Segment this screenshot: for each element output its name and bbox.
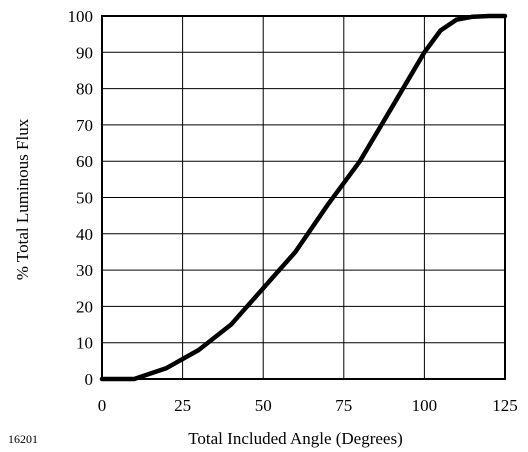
x-tick-label: 125 xyxy=(492,396,518,415)
y-tick-label: 10 xyxy=(76,334,93,353)
y-tick-label: 20 xyxy=(76,297,93,316)
y-tick-label: 40 xyxy=(76,225,93,244)
figure-id: 16201 xyxy=(8,432,38,446)
grid-lines xyxy=(102,16,505,379)
y-tick-label: 50 xyxy=(76,189,93,208)
y-tick-label: 70 xyxy=(76,116,93,135)
x-tick-label: 100 xyxy=(412,396,438,415)
y-tick-label: 90 xyxy=(76,43,93,62)
x-axis-title: Total Included Angle (Degrees) xyxy=(188,429,403,448)
y-tick-label: 30 xyxy=(76,261,93,280)
series-line xyxy=(99,13,508,382)
y-tick-label: 60 xyxy=(76,152,93,171)
y-tick-label: 80 xyxy=(76,80,93,99)
y-tick-label: 0 xyxy=(85,370,94,389)
x-tick-label: 50 xyxy=(255,396,272,415)
x-tick-label: 75 xyxy=(335,396,352,415)
y-tick-labels: 0 10 20 30 40 50 60 70 80 90 100 xyxy=(68,7,94,389)
x-tick-label: 0 xyxy=(98,396,107,415)
x-tick-labels: 0 25 50 75 100 125 xyxy=(98,396,518,415)
plot-frame xyxy=(101,15,506,380)
y-axis-title: % Total Luminous Flux xyxy=(13,118,32,280)
x-tick-label: 25 xyxy=(174,396,191,415)
y-tick-label: 100 xyxy=(68,7,94,26)
